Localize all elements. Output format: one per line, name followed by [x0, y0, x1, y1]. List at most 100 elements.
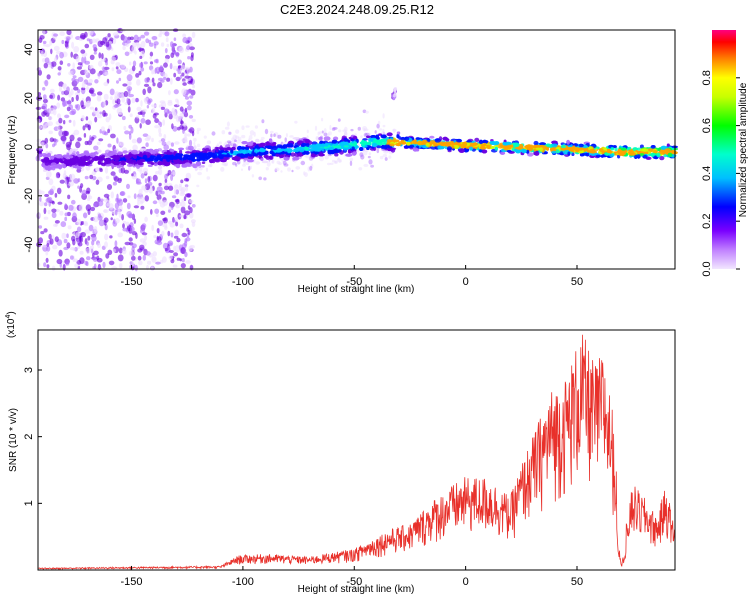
spectrogram-noise-point [171, 123, 174, 130]
spectrogram-noise-point [68, 71, 74, 76]
spectrogram-ridge-point [595, 154, 602, 158]
spectrogram-noise-point [115, 66, 119, 70]
spectrogram-ridge-point [105, 164, 111, 167]
spectrogram-noise-point [73, 129, 80, 136]
spectrogram-noise-point [154, 118, 160, 124]
spectrogram-noise-point [303, 171, 306, 176]
spectrogram-noise-point [132, 60, 137, 67]
spectrogram-noise-point [39, 196, 42, 202]
spectrogram-noise-point [113, 104, 119, 108]
snr-x-ticks: -150 -100 -50 0 50 [121, 566, 583, 588]
spectrogram-noise-point [94, 107, 98, 111]
spectrogram-ridge-point [604, 152, 611, 156]
spectrogram-noise-point [53, 223, 58, 227]
spectrogram-ridge-point [323, 136, 331, 141]
spectrogram-noise-point [88, 65, 93, 70]
spectrogram-noise-point [241, 125, 245, 130]
spectrogram-noise-point [43, 62, 48, 69]
spectrogram-noise-point [123, 90, 129, 98]
spectrogram-x-ticks: -150 -100 -50 0 50 [121, 265, 583, 288]
spectrogram-ridge-point [75, 155, 79, 160]
spectrogram-noise-point [190, 219, 196, 224]
spectrogram-noise-point [114, 240, 118, 248]
colorbar: 0.0 0.2 0.4 0.6 0.8 Normalized spectral ampl… [701, 30, 749, 277]
spectrogram-noise-point [155, 190, 159, 196]
spectrogram-noise-point [153, 235, 157, 239]
spectrogram-noise-point [280, 170, 283, 173]
spectrogram-noise-point [179, 214, 185, 218]
spectrogram-noise-point [70, 255, 74, 260]
spectrogram-noise-point [188, 199, 194, 204]
spectrogram-noise-point [185, 186, 189, 192]
spectrogram-noise-point [54, 57, 58, 63]
spectrogram-ridge-point [528, 145, 534, 150]
spectrogram-ridge-point [225, 147, 230, 151]
spectrogram-ridge-point [416, 141, 424, 146]
spectrogram-noise-point [88, 78, 93, 84]
spectrogram-noise-point [138, 47, 144, 51]
spectrogram-noise-point [147, 86, 152, 94]
spectrogram-ridge-point [224, 154, 231, 158]
spectrogram-noise-point [131, 138, 137, 144]
spectrogram-ridge-point [366, 135, 371, 139]
spectrogram-noise-point [258, 176, 263, 181]
spectrogram-noise-point [191, 31, 196, 39]
spectrogram-ridge-point [142, 154, 148, 160]
spectrogram-noise-point [167, 101, 173, 106]
spectrogram-ridge-point [425, 142, 430, 147]
spectrogram-noise-point [197, 171, 203, 176]
spectrogram-noise-point [143, 61, 148, 65]
spectrogram-ridge-point [268, 138, 273, 143]
spectrogram-noise-point [97, 72, 101, 77]
spectrogram-noise-point [94, 79, 99, 84]
spectrogram-noise-point [85, 116, 89, 121]
spectrogram-ridge-point [185, 151, 192, 154]
spectrogram-noise-point [73, 86, 79, 91]
spectrogram-noise-point [145, 251, 151, 256]
spectrogram-ridge-point [401, 136, 405, 141]
spectrogram-noise-point [93, 51, 97, 55]
spectrogram-ridge-point [376, 136, 380, 140]
spectrogram-noise-point [263, 177, 267, 181]
spectrogram-ridge-point [128, 153, 133, 158]
spectrogram-ridge-point [378, 133, 382, 136]
spectrogram-noise-point [72, 247, 76, 251]
spectrogram-ridge-point [46, 166, 53, 170]
spectrogram-noise-point [180, 188, 185, 195]
spectrogram-ridge-point [494, 146, 498, 151]
spectrogram-ridge-point [44, 161, 50, 166]
spectrogram-noise-point [180, 206, 186, 214]
spectrogram-noise-point [129, 61, 132, 66]
spectrogram-noise-point [168, 185, 174, 191]
spectrogram-ridge-point [469, 146, 473, 151]
spectrogram-noise-point [261, 119, 265, 124]
spectrogram-noise-point [128, 237, 133, 242]
spectrogram-ridge-point [292, 156, 300, 161]
spectrogram-ridge-point [533, 140, 539, 146]
spectrogram-noise-point [56, 258, 63, 265]
spectrogram-ridge-point [395, 142, 402, 147]
spectrogram-noise-point [176, 257, 181, 261]
spectrogram-noise-point [184, 107, 188, 113]
spectrogram-noise-point [82, 125, 86, 131]
spectrogram-ridge-point [499, 151, 506, 155]
spectrogram-ridge-point [163, 162, 171, 165]
spectrogram-ridge-point [178, 147, 185, 151]
spectrogram-noise-point [119, 191, 125, 196]
spectrogram-ridge-point [114, 159, 119, 164]
spectrogram-noise-point [111, 67, 115, 72]
spectrogram-ridge-point [49, 156, 55, 160]
spectrogram-noise-point [367, 155, 371, 159]
spectrogram-noise-point [171, 107, 176, 114]
spectrogram-noise-point [36, 138, 42, 143]
colorbar-tick-label: 0.4 [701, 166, 713, 181]
spectrogram-noise-point [52, 244, 58, 250]
spectrogram-noise-point [184, 184, 189, 188]
spectrogram-ridge-point [551, 140, 558, 144]
spectrogram-ridge-point [104, 160, 108, 165]
spectrogram-ridge-point [260, 157, 264, 161]
spectrogram-noise-point [128, 81, 132, 86]
spectrogram-ridge-point [493, 144, 499, 148]
spectrogram-noise-point [376, 148, 380, 154]
spectrogram-noise-point [44, 44, 51, 48]
